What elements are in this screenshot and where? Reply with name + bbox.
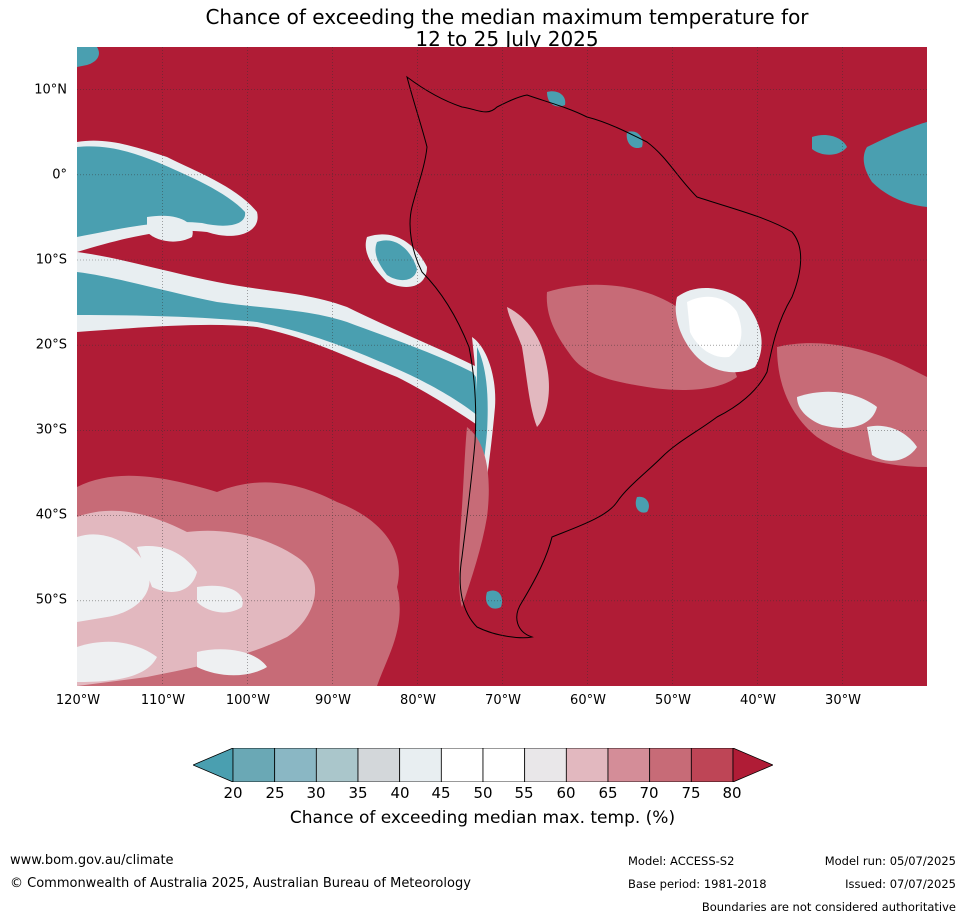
colorbar-tick-label: 20	[223, 784, 243, 802]
latitude-label: 40°S	[35, 507, 67, 523]
colorbar-tick-label: 35	[348, 784, 368, 802]
coastlines	[406, 75, 802, 639]
issued-text: Issued: 07/07/2025	[845, 877, 956, 891]
longitude-label: 40°W	[740, 693, 776, 708]
longitude-label: 60°W	[570, 693, 606, 708]
latitude-label: 10°S	[35, 252, 67, 268]
colorbar-tick-label: 50	[473, 784, 493, 802]
chart-title-line-2: 12 to 25 July 2025	[415, 27, 599, 51]
colorbar-tick-label: 55	[514, 784, 534, 802]
colorbar-tick-label: 30	[306, 784, 326, 802]
colorbar	[193, 748, 773, 782]
longitude-label: 110°W	[140, 693, 186, 708]
model-run-text: Model run: 05/07/2025	[824, 854, 956, 868]
andes-east-strip	[507, 307, 549, 427]
northwest-blue-patch	[77, 47, 99, 67]
colorbar-tick-label: 40	[390, 784, 410, 802]
colorbar-swatch	[690, 748, 734, 782]
longitude-label: 70°W	[485, 693, 521, 708]
colorbar-low-arrow	[193, 748, 234, 782]
colorbar-tick-label: 80	[722, 784, 742, 802]
website-link[interactable]: www.bom.gov.au/climate	[10, 853, 174, 868]
longitude-label: 80°W	[400, 693, 436, 708]
atlantic-blue-patches	[486, 91, 927, 609]
model-text: Model: ACCESS-S2	[628, 854, 735, 868]
pacific-blue-band	[77, 234, 494, 432]
colorbar-tick-label: 25	[265, 784, 285, 802]
south-america-mixed-region	[546, 284, 737, 390]
colorbar-swatch	[399, 748, 442, 782]
colorbar-label-text: Chance of exceeding median max. temp. (%…	[289, 808, 676, 828]
colorbar-tick-label: 45	[431, 784, 451, 802]
latitude-label: 20°S	[35, 337, 67, 353]
colorbar-swatch	[607, 748, 651, 782]
longitude-label: 120°W	[55, 693, 101, 708]
colorbar-swatch	[274, 748, 317, 782]
brazil-white-region	[675, 287, 762, 373]
colorbar-label: Chance of exceeding median max. temp. (%…	[0, 808, 965, 828]
colorbar-swatch	[315, 748, 359, 782]
colorbar-swatch	[357, 748, 401, 782]
atlantic-white-patches	[797, 391, 917, 461]
longitude-label: 90°W	[315, 693, 351, 708]
latitude-label: 30°S	[35, 422, 67, 438]
colorbar-swatch	[565, 748, 609, 782]
longitude-label: 100°W	[225, 693, 271, 708]
colorbar-tick-label: 70	[639, 784, 659, 802]
colorbar-swatch	[524, 748, 567, 782]
colorbar-tick-label: 60	[556, 784, 576, 802]
colorbar-tick-label: 75	[681, 784, 701, 802]
latitude-label: 50°S	[35, 592, 67, 608]
colorbar-swatch	[440, 748, 484, 782]
southwest-white-patches	[77, 534, 267, 682]
latitude-label: 0°	[52, 167, 67, 183]
latitude-label: 10°N	[34, 82, 67, 98]
disclaimer-text: Boundaries are not considered authoritat…	[701, 900, 956, 914]
colorbar-swatch	[232, 748, 276, 782]
probability-map	[77, 47, 927, 686]
base-period-text: Base period: 1981-2018	[628, 877, 767, 891]
colorbar-tick-label: 65	[598, 784, 618, 802]
longitude-label: 30°W	[825, 693, 861, 708]
equatorial-blue-region	[77, 140, 258, 252]
colorbar-high-arrow	[732, 748, 773, 782]
chart-title-line-1: Chance of exceeding the median maximum t…	[205, 5, 809, 29]
patagonia-mixed-region	[458, 427, 489, 607]
longitude-label: 50°W	[655, 693, 691, 708]
colorbar-swatch	[649, 748, 692, 782]
graticule	[77, 47, 927, 686]
copyright-text: © Commonwealth of Australia 2025, Austra…	[10, 876, 471, 891]
colorbar-swatch	[482, 748, 526, 782]
